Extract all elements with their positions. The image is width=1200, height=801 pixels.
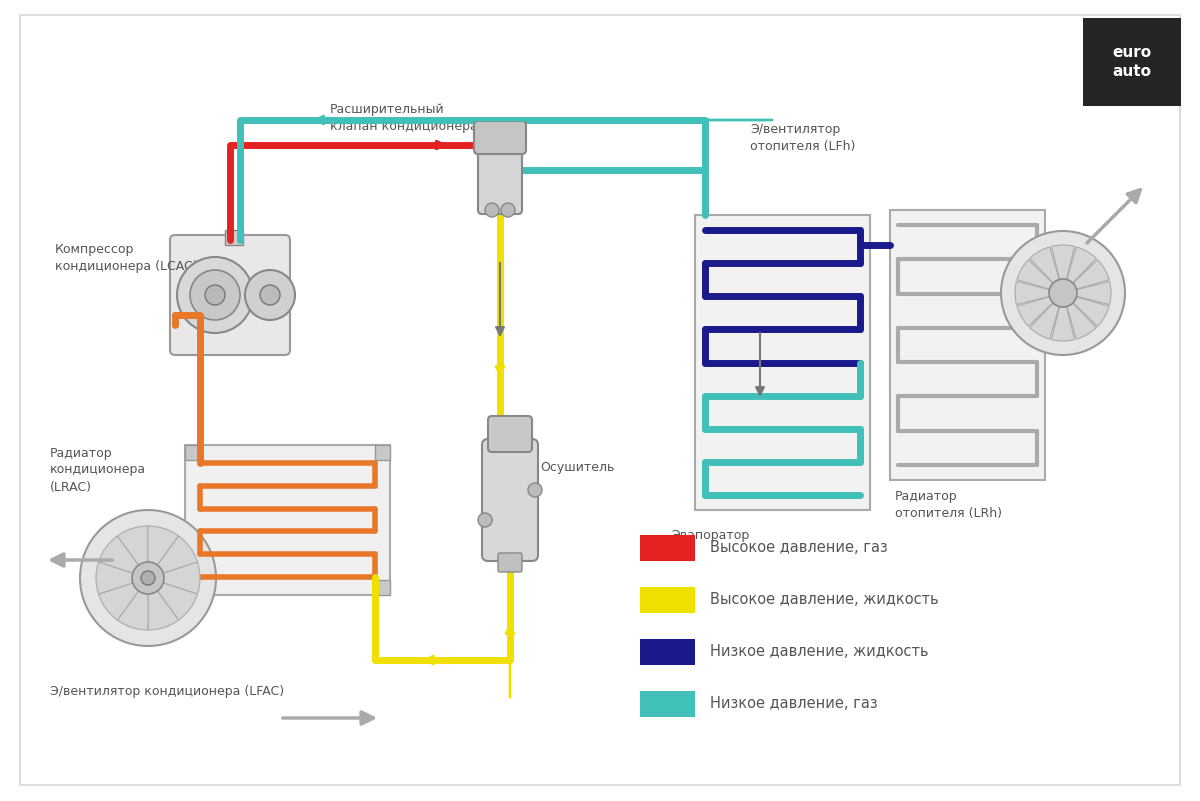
- Circle shape: [190, 270, 240, 320]
- Bar: [890, 210, 1045, 480]
- Bar: [640, 535, 695, 561]
- Wedge shape: [1063, 293, 1097, 339]
- Wedge shape: [1063, 281, 1111, 304]
- Circle shape: [132, 562, 164, 594]
- Wedge shape: [1030, 247, 1063, 293]
- FancyBboxPatch shape: [498, 553, 522, 572]
- Wedge shape: [1063, 247, 1097, 293]
- Wedge shape: [118, 526, 148, 578]
- Wedge shape: [148, 578, 179, 630]
- Circle shape: [502, 203, 515, 217]
- Wedge shape: [1015, 281, 1063, 304]
- Wedge shape: [98, 536, 148, 578]
- Bar: [226, 230, 242, 245]
- Bar: [185, 445, 200, 460]
- Circle shape: [260, 285, 280, 305]
- Text: Низкое давление, жидкость: Низкое давление, жидкость: [710, 645, 929, 659]
- Text: Расширительный
клапан кондиционера (ТРВ): Расширительный клапан кондиционера (ТРВ): [330, 103, 515, 133]
- Bar: [185, 580, 200, 595]
- Bar: [640, 639, 695, 665]
- FancyBboxPatch shape: [170, 235, 290, 355]
- Text: Эвапоратор: Эвапоратор: [671, 529, 749, 541]
- Circle shape: [178, 257, 253, 333]
- Text: Э/вентилятор
отопителя (LFh): Э/вентилятор отопителя (LFh): [750, 123, 856, 153]
- Wedge shape: [148, 578, 198, 620]
- Text: Осушитель: Осушитель: [540, 461, 614, 474]
- Text: Радиатор
кондиционера
(LRAC): Радиатор кондиционера (LRAC): [50, 446, 146, 493]
- Bar: [640, 587, 695, 613]
- Text: Высокое давление, жидкость: Высокое давление, жидкость: [710, 593, 938, 607]
- FancyBboxPatch shape: [482, 439, 538, 561]
- Bar: [1084, 18, 1181, 106]
- Bar: [374, 580, 390, 595]
- Wedge shape: [148, 526, 179, 578]
- Wedge shape: [1051, 293, 1075, 341]
- Circle shape: [528, 483, 542, 497]
- Wedge shape: [1016, 293, 1063, 326]
- Wedge shape: [118, 578, 148, 630]
- Text: euro
auto: euro auto: [1112, 45, 1152, 78]
- Bar: [695, 215, 870, 510]
- FancyBboxPatch shape: [488, 416, 532, 452]
- FancyBboxPatch shape: [474, 121, 526, 154]
- Circle shape: [1001, 231, 1126, 355]
- Text: Высокое давление, газ: Высокое давление, газ: [710, 541, 888, 556]
- Circle shape: [245, 270, 295, 320]
- Wedge shape: [1051, 245, 1075, 293]
- Circle shape: [142, 571, 155, 585]
- Text: Радиатор
отопителя (LRh): Радиатор отопителя (LRh): [895, 490, 1002, 520]
- Circle shape: [478, 513, 492, 527]
- Wedge shape: [148, 536, 198, 578]
- Text: Низкое давление, газ: Низкое давление, газ: [710, 697, 877, 711]
- Bar: [640, 691, 695, 717]
- Wedge shape: [1063, 260, 1109, 293]
- FancyBboxPatch shape: [478, 141, 522, 214]
- Circle shape: [485, 203, 499, 217]
- Wedge shape: [1030, 293, 1063, 339]
- Wedge shape: [148, 562, 200, 594]
- Circle shape: [1049, 279, 1078, 307]
- Wedge shape: [96, 562, 148, 594]
- Bar: [374, 445, 390, 460]
- Bar: [185, 445, 390, 595]
- Wedge shape: [1063, 293, 1109, 326]
- Wedge shape: [1016, 260, 1063, 293]
- Wedge shape: [98, 578, 148, 620]
- Circle shape: [80, 510, 216, 646]
- Text: Э/вентилятор кондиционера (LFAC): Э/вентилятор кондиционера (LFAC): [50, 686, 284, 698]
- Circle shape: [205, 285, 226, 305]
- Text: Компрессор
кондиционера (LCAC): Компрессор кондиционера (LCAC): [55, 243, 198, 273]
